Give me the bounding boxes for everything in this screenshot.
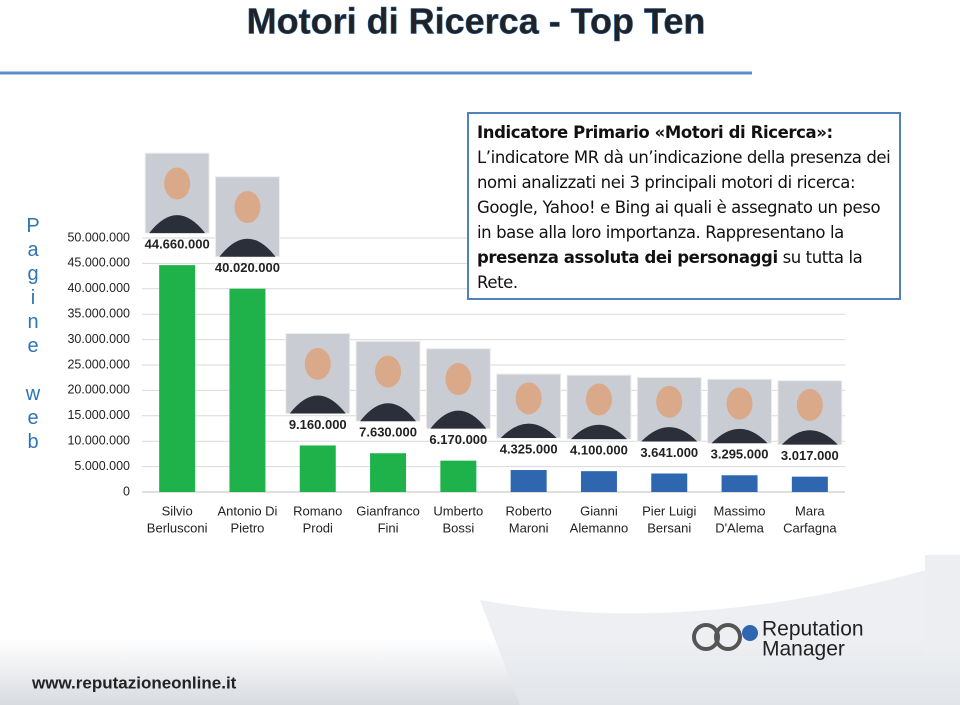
y-axis-label: Pagine web [22, 215, 44, 455]
info-box: Indicatore Primario «Motori di Ricerca»:… [467, 112, 901, 300]
portrait-face [656, 385, 683, 418]
x-tick-label: Alemanno [570, 520, 629, 535]
bar [580, 471, 617, 492]
portrait-body [149, 215, 206, 234]
bar [791, 476, 828, 492]
portrait-face [726, 387, 753, 420]
value-label: 6.170.000 [429, 432, 487, 447]
title: Motori di Ricerca - Top Ten [247, 1, 706, 42]
logo-icon [692, 623, 758, 651]
portrait [355, 340, 421, 422]
portrait-body [289, 395, 346, 414]
y-tick-label: 50.000.000 [67, 230, 130, 244]
portrait-face [375, 355, 402, 388]
x-tick-label: Massimo [714, 503, 766, 518]
bar [370, 453, 407, 492]
x-tick-label: Gianni [580, 503, 618, 518]
portrait-body [711, 428, 768, 444]
y-tick-label: 40.000.000 [67, 281, 130, 295]
bar [440, 460, 477, 492]
logo-text: Manager [762, 638, 845, 661]
portrait [144, 152, 210, 234]
portrait [566, 374, 632, 440]
y-tick-label: 30.000.000 [67, 332, 130, 346]
y-tick-label: 20.000.000 [67, 383, 130, 397]
portrait-body [500, 423, 557, 439]
bar [299, 445, 336, 492]
value-label: 44.660.000 [145, 237, 210, 252]
y-tick-label: 5.000.000 [74, 459, 130, 473]
portrait-body [219, 238, 276, 257]
portrait-face [164, 167, 191, 200]
portrait [777, 380, 843, 446]
decor-box [925, 555, 960, 655]
value-label: 3.017.000 [781, 448, 839, 463]
x-tick-label: Bossi [442, 520, 474, 535]
value-label: 3.641.000 [640, 445, 698, 460]
x-tick-label: Prodi [303, 520, 333, 535]
y-tick-label: 0 [123, 484, 130, 498]
x-tick-label: Mara [795, 503, 825, 518]
y-tick-label: 45.000.000 [67, 256, 130, 270]
bar [651, 473, 688, 492]
box-end: su tutta la Rete. [477, 248, 863, 292]
portrait [636, 377, 702, 443]
x-tick-label: Pier Luigi [642, 503, 696, 518]
value-label: 3.295.000 [711, 447, 769, 462]
x-tick-label: Carfagna [783, 520, 837, 535]
box-heading: Indicatore Primario «Motori di Ricerca»: [477, 123, 833, 142]
box-body: L’indicatore MR dà un’indicazione della … [477, 148, 891, 242]
x-tick-label: Bersani [647, 520, 691, 535]
footer-url: www.reputazioneonline.it [31, 673, 237, 692]
portrait-face [234, 191, 261, 224]
x-tick-label: Romano [293, 503, 342, 518]
portrait [707, 378, 773, 444]
x-tick-label: Gianfranco [356, 503, 420, 518]
bar [229, 288, 266, 492]
portrait-body [641, 427, 698, 442]
x-tick-label: Pietro [230, 520, 264, 535]
box-bold: presenza assoluta dei personaggi [477, 248, 778, 267]
logo-text: Reputation [762, 618, 864, 641]
portrait-face [304, 347, 331, 380]
value-label: 40.020.000 [215, 260, 280, 275]
bar [159, 265, 196, 492]
x-tick-label: Silvio [162, 503, 193, 518]
y-tick-label: 10.000.000 [67, 433, 130, 447]
portrait-body [781, 430, 838, 445]
bar [510, 470, 547, 492]
portrait-face [445, 363, 472, 396]
portrait [496, 373, 562, 439]
portrait [214, 176, 280, 258]
portrait-face [515, 382, 542, 415]
x-tick-label: Antonio Di [217, 503, 277, 518]
bar [721, 475, 758, 492]
x-tick-label: Berlusconi [147, 520, 208, 535]
y-tick-label: 15.000.000 [67, 408, 130, 422]
x-tick-label: D'Alema [715, 520, 764, 535]
x-tick-label: Umberto [433, 503, 483, 518]
value-label: 4.325.000 [500, 441, 558, 456]
x-tick-label: Roberto [506, 503, 552, 518]
value-label: 9.160.000 [289, 417, 347, 432]
portrait-face [585, 383, 612, 416]
portrait-body [430, 410, 487, 429]
portrait-face [796, 388, 823, 421]
portrait-body [570, 424, 627, 440]
x-tick-label: Maroni [509, 520, 549, 535]
value-label: 4.100.000 [570, 443, 628, 458]
portrait-body [360, 403, 417, 422]
portrait [425, 348, 491, 430]
y-tick-label: 35.000.000 [67, 306, 130, 320]
portrait [285, 332, 351, 414]
x-tick-label: Fini [378, 520, 399, 535]
value-label: 7.630.000 [359, 425, 417, 440]
decor [480, 560, 960, 705]
y-tick-label: 25.000.000 [67, 357, 130, 371]
